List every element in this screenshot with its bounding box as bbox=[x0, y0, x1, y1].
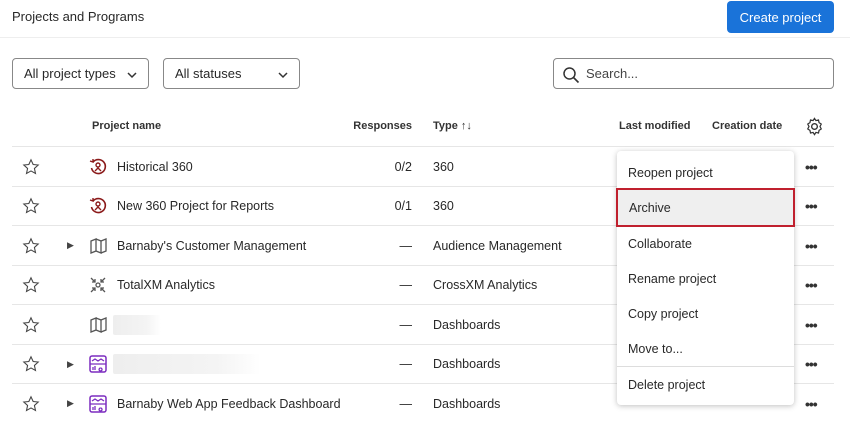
table-row[interactable]: — Dashboards ••• bbox=[12, 304, 834, 344]
col-creation-date[interactable]: Creation date bbox=[712, 120, 783, 132]
project-type-label: All project types bbox=[24, 66, 116, 81]
360-icon bbox=[89, 147, 107, 186]
search-input[interactable]: Search... bbox=[553, 58, 834, 89]
dashboard-icon bbox=[89, 384, 107, 423]
type-value: Audience Management bbox=[433, 238, 562, 253]
col-type-label: Type bbox=[433, 120, 458, 132]
star-icon[interactable] bbox=[22, 266, 40, 305]
status-dropdown[interactable]: All statuses bbox=[163, 58, 300, 89]
chevron-down-icon bbox=[278, 72, 288, 79]
more-actions-icon[interactable]: ••• bbox=[805, 395, 818, 412]
col-type[interactable]: Type ↑↓ bbox=[433, 120, 472, 132]
project-name-link[interactable]: Barnaby Web App Feedback Dashboard bbox=[117, 396, 341, 411]
redacted-name bbox=[113, 354, 261, 374]
type-value: 360 bbox=[433, 159, 454, 174]
crossxm-icon bbox=[89, 266, 107, 305]
chevron-down-icon bbox=[127, 72, 137, 79]
more-actions-icon[interactable]: ••• bbox=[805, 237, 818, 254]
table-row[interactable]: TotalXM Analytics — CrossXM Analytics ••• bbox=[12, 264, 834, 305]
responses-value: — bbox=[399, 238, 413, 253]
project-name-link[interactable]: Barnaby's Customer Management bbox=[117, 238, 307, 253]
type-value: Dashboards bbox=[433, 317, 501, 332]
more-actions-icon[interactable]: ••• bbox=[805, 198, 818, 214]
responses-value: 0/2 bbox=[394, 159, 412, 174]
menu-divider bbox=[617, 366, 794, 367]
col-project-name[interactable]: Project name bbox=[92, 120, 162, 132]
search-icon bbox=[563, 67, 580, 84]
more-actions-icon[interactable]: ••• bbox=[805, 158, 818, 175]
more-actions-icon[interactable]: ••• bbox=[805, 356, 818, 372]
table-row[interactable]: ▶ — Dashboards ••• bbox=[12, 343, 834, 384]
star-icon[interactable] bbox=[22, 226, 40, 265]
more-actions-icon[interactable]: ••• bbox=[805, 277, 818, 293]
responses-value: — bbox=[399, 396, 413, 411]
expand-caret-icon[interactable]: ▶ bbox=[67, 358, 74, 369]
table-row[interactable]: New 360 Project for Reports 0/1 360 ••• bbox=[12, 185, 834, 226]
star-icon[interactable] bbox=[22, 345, 40, 384]
type-value: 360 bbox=[433, 199, 454, 213]
type-value: Dashboards bbox=[433, 396, 501, 411]
more-actions-icon[interactable]: ••• bbox=[805, 316, 818, 333]
360-icon bbox=[89, 187, 107, 226]
dashboard-icon bbox=[89, 345, 107, 384]
project-name-link[interactable]: Historical 360 bbox=[117, 159, 193, 174]
search-placeholder: Search... bbox=[586, 66, 639, 81]
table-row[interactable]: ▶ Barnaby Web App Feedback Dashboard — Dash… bbox=[12, 383, 834, 423]
table-row[interactable]: ▶ Barnaby's Customer Management — Audience … bbox=[12, 225, 834, 265]
star-icon[interactable] bbox=[22, 384, 40, 423]
responses-value: 0/1 bbox=[394, 199, 412, 213]
expand-caret-icon[interactable]: ▶ bbox=[67, 398, 74, 408]
responses-value: — bbox=[399, 278, 413, 292]
star-icon[interactable] bbox=[22, 305, 40, 344]
sort-icon: ↑↓ bbox=[460, 120, 472, 132]
menu-item-copy-project[interactable]: Copy project bbox=[628, 306, 699, 321]
project-name-link[interactable]: TotalXM Analytics bbox=[117, 278, 215, 292]
status-label: All statuses bbox=[175, 66, 242, 81]
redacted-name bbox=[113, 314, 161, 335]
audience-icon bbox=[89, 226, 109, 265]
type-value: Dashboards bbox=[433, 357, 501, 371]
responses-value: — bbox=[399, 357, 413, 371]
type-value: CrossXM Analytics bbox=[433, 278, 538, 292]
table-row[interactable]: Historical 360 0/2 360 ••• bbox=[12, 146, 834, 186]
divider bbox=[0, 37, 850, 38]
gear-icon[interactable] bbox=[805, 117, 824, 136]
star-icon[interactable] bbox=[22, 147, 40, 186]
star-icon[interactable] bbox=[22, 187, 40, 226]
audience-icon bbox=[89, 305, 109, 344]
project-type-dropdown[interactable]: All project types bbox=[12, 58, 149, 89]
expand-caret-icon[interactable]: ▶ bbox=[67, 240, 74, 250]
responses-value: — bbox=[399, 317, 413, 332]
col-last-modified[interactable]: Last modified bbox=[619, 120, 691, 132]
menu-item-reopen-project[interactable]: Reopen project bbox=[628, 165, 713, 180]
menu-item-collaborate[interactable]: Collaborate bbox=[628, 236, 692, 251]
project-actions-menu: Reopen project Archive Collaborate Rename p… bbox=[616, 151, 795, 405]
create-project-button[interactable]: Create project bbox=[727, 1, 834, 33]
menu-item-rename-project[interactable]: Rename project bbox=[628, 271, 717, 286]
page-title: Projects and Programs bbox=[12, 9, 145, 24]
project-name-link[interactable]: New 360 Project for Reports bbox=[117, 199, 275, 213]
menu-item-delete-project[interactable]: Delete project bbox=[628, 377, 706, 392]
menu-item-move-to[interactable]: Move to... bbox=[628, 341, 683, 356]
menu-item-archive[interactable]: Archive bbox=[616, 188, 795, 227]
col-responses[interactable]: Responses bbox=[353, 120, 412, 132]
